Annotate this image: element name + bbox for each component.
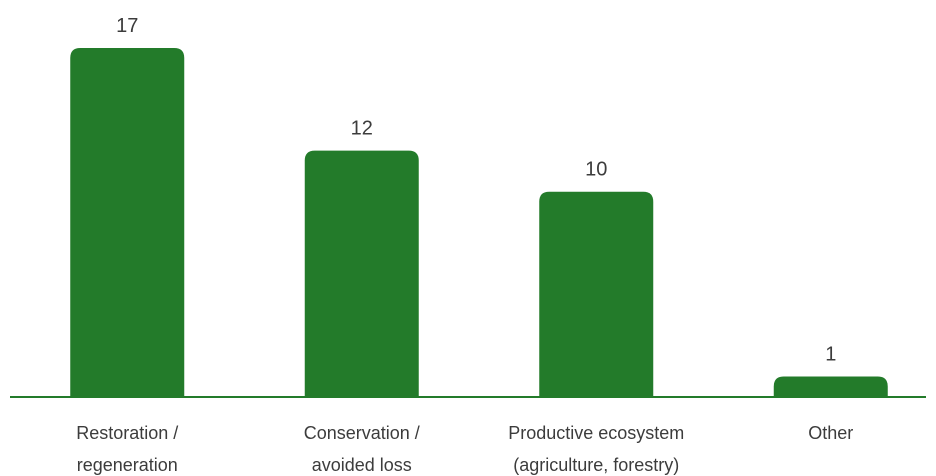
value-label-1: 12: [351, 118, 373, 140]
category-label-2-line-0: Productive ecosystem: [508, 423, 684, 443]
bars-group: [70, 48, 888, 397]
bar-2: [539, 191, 654, 397]
value-label-3: 1: [825, 343, 836, 365]
category-label-0-line-0: Restoration /: [76, 423, 178, 443]
bar-0: [70, 48, 185, 397]
category-label-3-line-0: Other: [808, 423, 853, 443]
value-labels-group: 17 12 10 1: [116, 15, 836, 365]
value-label-2: 10: [585, 159, 607, 181]
category-label-2: Productive ecosystem (agriculture, forest…: [508, 423, 684, 475]
category-label-0-line-1: regeneration: [77, 455, 178, 475]
category-label-1: Conservation / avoided loss: [304, 423, 420, 475]
category-label-1-line-1: avoided loss: [312, 455, 412, 475]
category-label-3: Other: [808, 423, 853, 443]
category-label-1-line-0: Conservation /: [304, 423, 420, 443]
category-label-2-line-1: (agriculture, forestry): [513, 455, 679, 475]
category-label-0: Restoration / regeneration: [76, 423, 178, 475]
value-label-0: 17: [116, 15, 138, 37]
category-labels-group: Restoration / regeneration Conservation / a…: [76, 423, 853, 475]
bar-3: [773, 376, 888, 397]
bar-1: [304, 150, 419, 397]
